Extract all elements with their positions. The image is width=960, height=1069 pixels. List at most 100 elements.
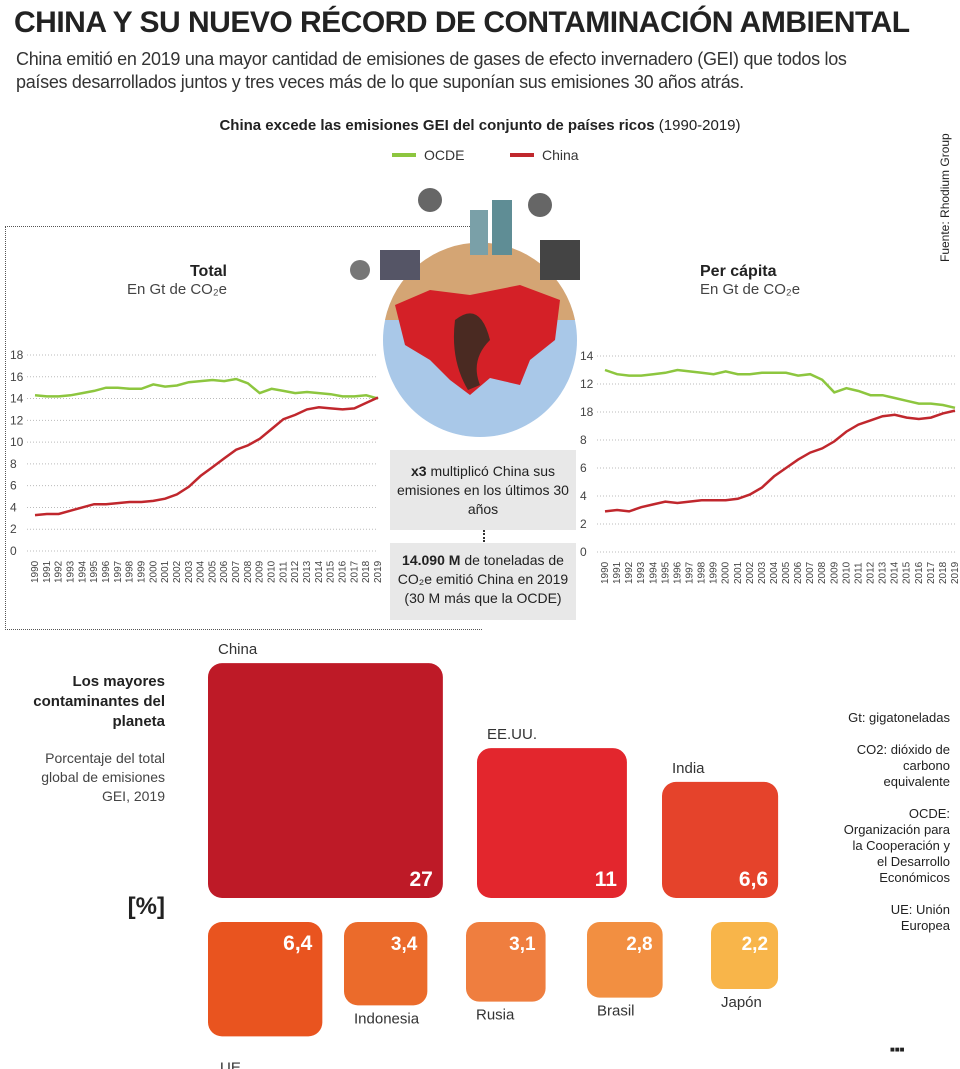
x-tick-label: 2004 xyxy=(769,561,780,584)
value-label: 6,6 xyxy=(739,868,768,891)
x-tick-label: 2017 xyxy=(349,560,360,583)
x-tick-label: 2015 xyxy=(326,560,337,583)
x-tick-label: 2017 xyxy=(926,561,937,584)
x-tick-label: 2010 xyxy=(841,561,852,584)
x-tick-label: 2005 xyxy=(207,560,218,583)
percapita-subtitle: En Gt de CO₂e xyxy=(700,281,801,298)
x-tick-label: 2005 xyxy=(781,561,792,584)
x-tick-label: 1994 xyxy=(648,561,659,584)
x-tick-label: 2012 xyxy=(866,561,877,584)
note: OCDE: Organización para la Cooperación y… xyxy=(843,806,950,885)
y-tick-label: 4 xyxy=(10,500,17,514)
x-tick-label: 2002 xyxy=(172,560,183,583)
y-tick-label: 2 xyxy=(10,522,17,536)
x-tick-label: 2013 xyxy=(878,561,889,584)
x-tick-label: 1999 xyxy=(136,560,147,583)
notes: Gt: gigatoneladas CO2: dióxido de carbon… xyxy=(840,710,950,934)
x-tick-label: 1996 xyxy=(672,561,683,584)
x-tick-label: 2001 xyxy=(733,561,744,584)
x-tick-label: 2018 xyxy=(938,561,949,584)
x-tick-label: 2008 xyxy=(243,560,254,583)
x-tick-label: 2003 xyxy=(757,561,768,584)
square xyxy=(466,922,546,1002)
y-tick-label: 18 xyxy=(10,348,24,362)
x-tick-label: 2002 xyxy=(745,561,756,584)
x-tick-label: 1999 xyxy=(709,561,720,584)
value-label: 3,4 xyxy=(391,934,418,955)
percapita-title: Per cápita xyxy=(700,263,777,280)
x-tick-label: 1996 xyxy=(101,560,112,583)
y-tick-label: 8 xyxy=(580,433,587,447)
category-label: EE.UU. xyxy=(487,726,537,743)
category-label: Indonesia xyxy=(354,1010,420,1027)
y-tick-label: 6 xyxy=(580,461,587,475)
ranking-subtitle: Porcentaje del total global de emisiones… xyxy=(41,750,165,804)
x-tick-label: 1990 xyxy=(600,561,611,584)
square xyxy=(344,922,428,1006)
x-tick-label: 2003 xyxy=(184,560,195,583)
y-tick-label: 12 xyxy=(580,377,594,391)
x-tick-label: 2004 xyxy=(196,560,207,583)
line-series xyxy=(34,396,379,517)
x-tick-label: 2001 xyxy=(160,560,171,583)
total-head: Total En Gt de CO₂e xyxy=(80,263,227,298)
category-label: India xyxy=(672,760,705,777)
y-tick-label: 16 xyxy=(10,370,24,384)
x-tick-label: 2009 xyxy=(829,561,840,584)
value-label: 3,1 xyxy=(509,934,536,955)
logo: ■■■ xyxy=(890,1045,905,1054)
y-tick-label: 14 xyxy=(580,349,594,363)
x3-text: multiplicó China sus emisiones en los úl… xyxy=(397,463,569,517)
dotted-frame xyxy=(5,226,482,630)
value-label: 2,8 xyxy=(626,934,652,955)
callout-x3: x3 multiplicó China sus emisiones en los… xyxy=(395,462,571,519)
square xyxy=(208,663,443,898)
line-series xyxy=(34,377,379,400)
y-tick-label: 0 xyxy=(10,544,17,558)
total-bold: 14.090 M xyxy=(402,552,461,568)
x-tick-label: 2014 xyxy=(314,560,325,583)
square xyxy=(711,922,779,990)
value-label: 6,4 xyxy=(283,932,313,955)
x-tick-label: 1995 xyxy=(89,560,100,583)
lines-heading: China excede las emisiones GEI del conju… xyxy=(0,117,960,134)
x-tick-label: 2010 xyxy=(267,560,278,583)
x-tick-label: 2015 xyxy=(902,561,913,584)
x-tick-label: 1997 xyxy=(113,560,124,583)
callout-box2 xyxy=(390,543,576,620)
x-tick-label: 1995 xyxy=(660,561,671,584)
y-tick-label: 10 xyxy=(10,435,24,449)
heading-bold: China excede las emisiones GEI del conju… xyxy=(219,117,655,134)
x-tick-label: 2009 xyxy=(255,560,266,583)
legend: OCDE China xyxy=(392,147,579,163)
y-tick-label: 2 xyxy=(580,517,587,531)
value-label: 11 xyxy=(595,868,618,891)
total-subtitle: En Gt de CO₂e xyxy=(126,281,227,298)
note: Gt: gigatoneladas xyxy=(848,710,950,725)
x-tick-label: 2013 xyxy=(302,560,313,583)
value-label: 27 xyxy=(410,868,433,891)
x-tick-label: 1991 xyxy=(612,561,623,584)
x-tick-label: 1998 xyxy=(697,561,708,584)
value-label: 2,2 xyxy=(742,934,768,955)
square xyxy=(662,781,779,898)
x-tick-label: 2006 xyxy=(219,560,230,583)
x-tick-label: 1993 xyxy=(65,560,76,583)
total-text: de toneladas de CO₂e emitió China en 201… xyxy=(397,552,569,606)
x-tick-label: 2019 xyxy=(373,560,384,583)
x-tick-label: 1998 xyxy=(125,560,136,583)
y-tick-label: 4 xyxy=(580,489,587,503)
subtitle: China emitió en 2019 una mayor cantidad … xyxy=(16,49,847,92)
x-tick-label: 2007 xyxy=(805,561,816,584)
line-series xyxy=(604,368,956,410)
y-tick-label: 8 xyxy=(10,457,17,471)
category-label: UE xyxy=(220,1059,241,1069)
title: CHINA Y SU NUEVO RÉCORD DE CONTAMINACIÓN… xyxy=(14,6,910,39)
ranking-unit: [%] xyxy=(127,893,165,920)
x-tick-label: 1994 xyxy=(77,560,88,583)
y-tick-label: 14 xyxy=(10,392,24,406)
callout-total: 14.090 M de toneladas de CO₂e emitió Chi… xyxy=(392,551,574,608)
globe-illustration xyxy=(350,188,580,437)
y-tick-label: 18 xyxy=(580,405,594,419)
square xyxy=(477,748,627,898)
